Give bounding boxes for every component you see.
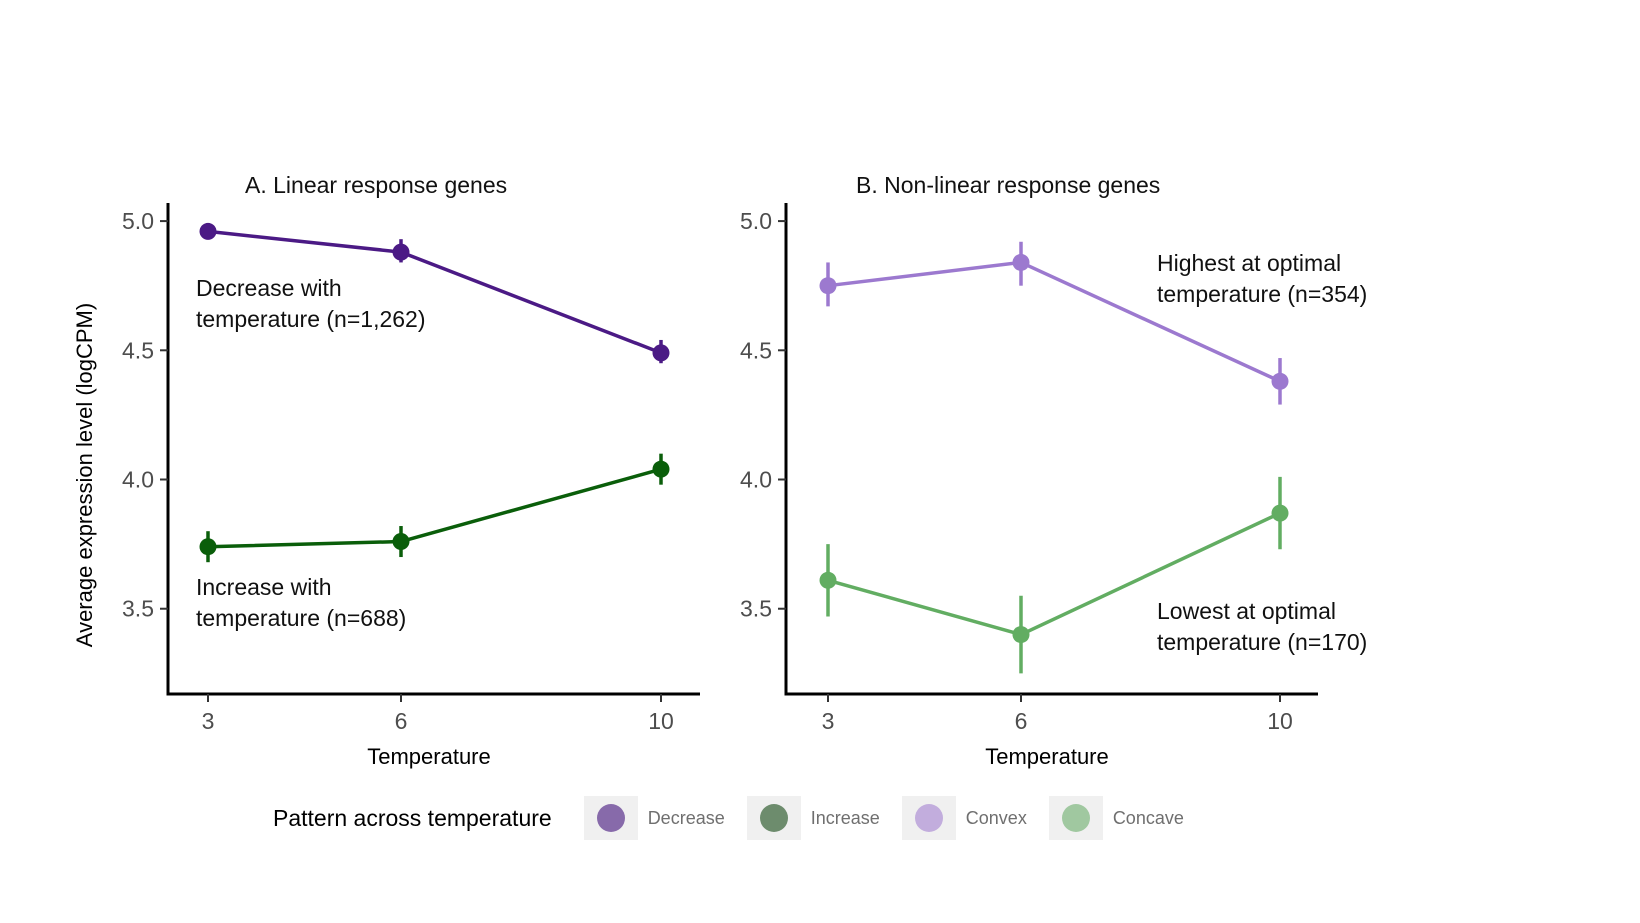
data-point-concave	[1012, 626, 1030, 644]
legend: Pattern across temperature Decrease Incr…	[273, 790, 1206, 846]
data-point-decrease	[199, 222, 217, 240]
annotation-text: temperature (n=170)	[1157, 629, 1367, 655]
legend-label: Increase	[810, 807, 880, 828]
data-point-convex	[819, 277, 837, 295]
y-tick-label: 4.5	[740, 337, 772, 363]
data-point-concave	[1271, 504, 1289, 522]
annotation-text: Lowest at optimal	[1157, 598, 1336, 624]
chart-panel-b: B. Non-linear response genes 3.5 4.0 4.5 5.0…	[740, 172, 1367, 769]
legend-dot-icon	[914, 804, 943, 832]
legend-dot-icon	[759, 804, 788, 832]
data-point-increase	[199, 538, 217, 556]
y-tick-label: 5.0	[740, 208, 772, 234]
y-tick-label: 5.0	[122, 208, 154, 234]
data-point-concave	[819, 571, 837, 589]
legend-key	[583, 796, 638, 840]
annotation-text: temperature (n=688)	[196, 605, 406, 631]
chart-title: B. Non-linear response genes	[856, 172, 1160, 198]
y-tick-label: 4.0	[122, 467, 154, 493]
annotation-text: Increase with	[196, 574, 332, 600]
legend-label: Concave	[1112, 807, 1184, 828]
data-point-convex	[1271, 372, 1289, 390]
legend-dot-icon	[1061, 804, 1090, 832]
y-tick-label: 3.5	[122, 596, 154, 622]
y-tick-label: 4.5	[122, 337, 154, 363]
x-axis-label: Temperature	[985, 744, 1109, 769]
legend-item-increase: Increase	[746, 796, 880, 840]
x-axis-label: Temperature	[367, 744, 491, 769]
legend-item-convex: Convex	[901, 796, 1027, 840]
legend-label: Convex	[965, 807, 1027, 828]
data-point-increase	[652, 460, 670, 478]
legend-key	[746, 796, 801, 840]
data-point-decrease	[652, 344, 670, 362]
legend-dot-icon	[596, 804, 625, 832]
legend-item-decrease: Decrease	[583, 796, 725, 840]
annotation-text: Decrease with	[196, 275, 342, 301]
x-tick-label: 6	[1015, 708, 1028, 734]
x-tick-label: 3	[202, 708, 215, 734]
y-tick-label: 3.5	[740, 596, 772, 622]
legend-label: Decrease	[647, 807, 725, 828]
annotation-text: temperature (n=1,262)	[196, 306, 426, 332]
x-tick-label: 3	[822, 708, 835, 734]
chart-title: A. Linear response genes	[245, 172, 507, 198]
series-line-increase	[207, 467, 662, 549]
data-point-convex	[1012, 253, 1030, 271]
data-point-decrease	[392, 243, 410, 261]
annotation-text: temperature (n=354)	[1157, 281, 1367, 307]
y-axis-label: Average expression level (logCPM)	[72, 303, 97, 647]
chart-panel-a: A. Linear response genes 3.5 4.0 4.5 5.0 3 6 10…	[72, 172, 700, 769]
y-tick-label: 4.0	[740, 467, 772, 493]
x-tick-label: 10	[1267, 708, 1293, 734]
legend-key	[901, 796, 956, 840]
x-tick-label: 10	[648, 708, 674, 734]
x-tick-label: 6	[395, 708, 408, 734]
annotation-text: Highest at optimal	[1157, 250, 1341, 276]
legend-key	[1048, 796, 1103, 840]
data-point-increase	[392, 533, 410, 551]
legend-item-concave: Concave	[1048, 796, 1184, 840]
legend-title: Pattern across temperature	[273, 804, 552, 831]
